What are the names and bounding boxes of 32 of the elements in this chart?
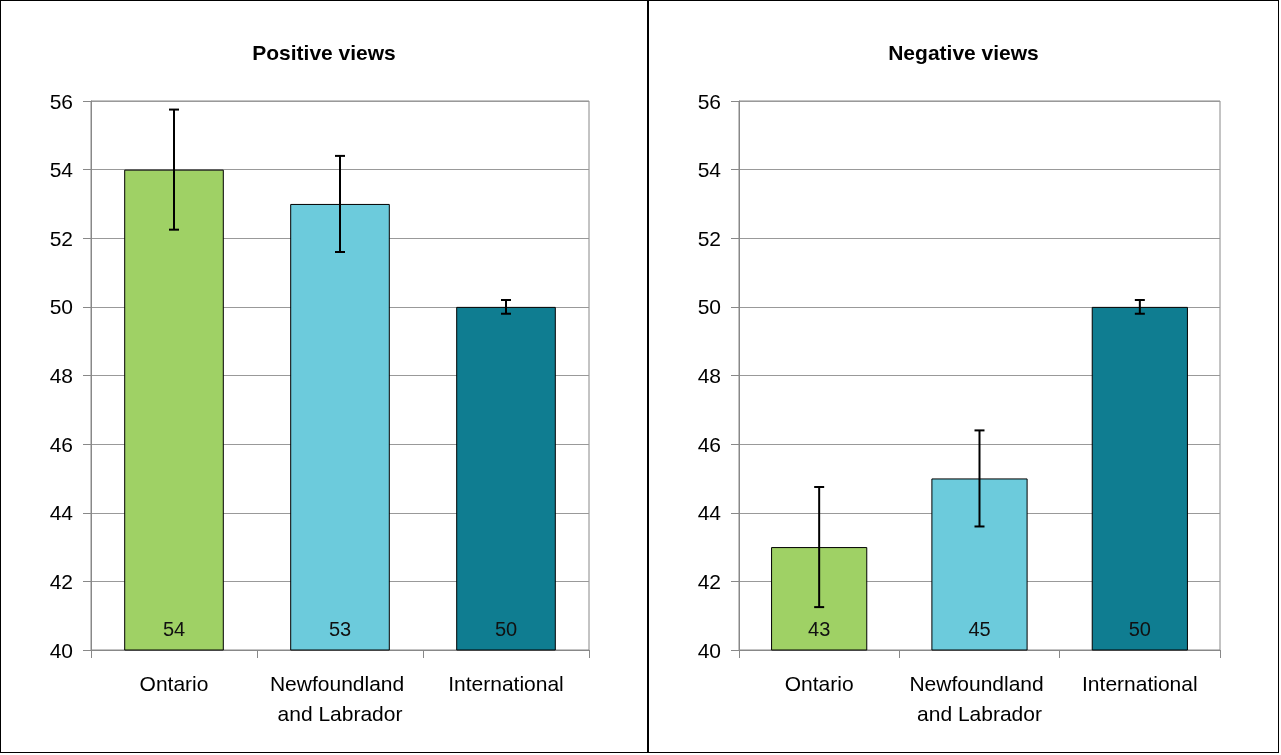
x-tick-label: International xyxy=(448,671,564,695)
y-tick-label: 42 xyxy=(697,569,721,593)
y-tick-label: 50 xyxy=(49,295,73,319)
x-tick-label: Newfoundland and Labrador xyxy=(909,671,1050,725)
chart-title: Positive views xyxy=(252,41,396,64)
data-label: 53 xyxy=(328,617,352,640)
x-tick-label: Ontario xyxy=(139,671,209,695)
y-tick-label: 56 xyxy=(49,89,73,113)
y-tick-label: 42 xyxy=(49,569,73,593)
data-label: 43 xyxy=(808,617,831,640)
y-tick-label: 56 xyxy=(697,89,721,113)
y-tick-label: 52 xyxy=(49,226,73,250)
x-tick-label: Ontario xyxy=(784,671,854,695)
y-tick-label: 52 xyxy=(697,226,721,250)
data-label: 45 xyxy=(968,617,991,640)
y-tick-label: 54 xyxy=(49,158,74,182)
x-tick-label: Newfoundland and Labrador xyxy=(269,671,411,725)
data-label: 54 xyxy=(162,617,186,640)
y-tick-label: 40 xyxy=(49,638,73,662)
y-tick-label: 48 xyxy=(697,364,721,387)
x-tick-label: International xyxy=(1082,671,1198,695)
chart-title: Negative views xyxy=(888,41,1039,64)
y-tick-label: 46 xyxy=(697,432,721,456)
y-tick-label: 48 xyxy=(49,364,73,387)
y-tick-label: 44 xyxy=(49,501,74,525)
y-tick-label: 44 xyxy=(697,501,722,525)
data-label: 50 xyxy=(1128,617,1151,640)
y-tick-label: 40 xyxy=(697,638,721,662)
y-tick-label: 46 xyxy=(49,432,73,456)
data-label: 50 xyxy=(494,617,518,640)
y-tick-label: 50 xyxy=(697,295,721,319)
y-tick-label: 54 xyxy=(697,158,722,182)
